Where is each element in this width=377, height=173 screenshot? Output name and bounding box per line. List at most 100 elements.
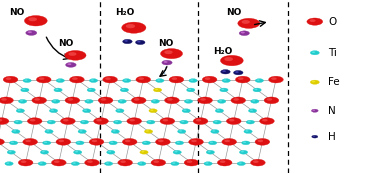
Circle shape	[126, 24, 135, 28]
Circle shape	[92, 140, 97, 142]
Circle shape	[238, 18, 260, 28]
Circle shape	[231, 97, 246, 104]
Circle shape	[104, 162, 113, 166]
Circle shape	[253, 88, 261, 92]
Circle shape	[98, 97, 113, 104]
Circle shape	[164, 97, 179, 104]
Circle shape	[55, 89, 58, 90]
Circle shape	[222, 138, 237, 145]
Text: NO: NO	[9, 8, 25, 17]
Circle shape	[215, 109, 224, 113]
Circle shape	[146, 130, 149, 132]
Circle shape	[15, 121, 18, 122]
Circle shape	[220, 160, 225, 163]
Circle shape	[93, 118, 109, 125]
Circle shape	[18, 159, 33, 166]
Circle shape	[65, 97, 80, 104]
Circle shape	[28, 17, 37, 21]
Circle shape	[122, 89, 125, 90]
Circle shape	[244, 130, 252, 133]
Circle shape	[0, 118, 9, 125]
Circle shape	[18, 110, 21, 111]
Circle shape	[312, 135, 318, 138]
Circle shape	[3, 76, 18, 83]
Circle shape	[20, 100, 23, 102]
Circle shape	[208, 151, 211, 152]
Circle shape	[118, 99, 126, 103]
Circle shape	[196, 119, 201, 121]
Circle shape	[51, 110, 54, 111]
Circle shape	[156, 79, 164, 83]
Circle shape	[6, 77, 11, 80]
Circle shape	[253, 160, 259, 163]
Circle shape	[186, 100, 189, 102]
Circle shape	[69, 76, 84, 83]
Circle shape	[205, 162, 208, 164]
Circle shape	[162, 60, 172, 65]
Circle shape	[137, 41, 141, 43]
Circle shape	[248, 109, 257, 113]
Circle shape	[149, 109, 157, 113]
Circle shape	[1, 98, 7, 101]
Circle shape	[139, 162, 142, 164]
Circle shape	[307, 18, 323, 25]
Circle shape	[72, 77, 78, 80]
Text: NO: NO	[158, 39, 174, 48]
Text: H: H	[328, 132, 336, 142]
Circle shape	[161, 49, 182, 59]
Circle shape	[40, 162, 43, 164]
Circle shape	[49, 109, 58, 113]
Text: NO: NO	[58, 39, 74, 48]
Circle shape	[164, 50, 173, 54]
Circle shape	[74, 150, 82, 154]
Circle shape	[106, 162, 109, 164]
Circle shape	[141, 151, 144, 152]
Circle shape	[84, 110, 87, 111]
Circle shape	[89, 89, 92, 90]
Circle shape	[153, 160, 159, 163]
Circle shape	[310, 51, 319, 55]
Circle shape	[237, 162, 245, 166]
Circle shape	[36, 76, 51, 83]
Circle shape	[108, 151, 111, 152]
Circle shape	[39, 77, 44, 80]
Circle shape	[219, 100, 222, 102]
Circle shape	[271, 77, 277, 80]
Circle shape	[248, 121, 251, 122]
Circle shape	[120, 160, 126, 163]
Circle shape	[153, 100, 156, 102]
Circle shape	[189, 79, 197, 83]
Circle shape	[206, 150, 215, 154]
Circle shape	[188, 89, 191, 90]
Circle shape	[85, 99, 93, 103]
Circle shape	[218, 99, 226, 103]
Circle shape	[86, 100, 89, 102]
Circle shape	[222, 79, 230, 83]
Circle shape	[0, 97, 14, 104]
Circle shape	[136, 76, 150, 83]
Circle shape	[312, 51, 315, 53]
Circle shape	[310, 19, 316, 22]
Circle shape	[58, 140, 64, 142]
Circle shape	[75, 151, 78, 152]
Circle shape	[177, 142, 180, 143]
Circle shape	[89, 138, 104, 145]
Circle shape	[189, 138, 204, 145]
Circle shape	[239, 150, 248, 154]
Circle shape	[217, 159, 232, 166]
Circle shape	[6, 162, 9, 164]
Circle shape	[23, 138, 37, 145]
Circle shape	[11, 142, 14, 143]
Circle shape	[222, 70, 226, 72]
Text: Ti: Ti	[328, 48, 337, 58]
Circle shape	[118, 159, 132, 166]
Text: H₂O: H₂O	[213, 47, 232, 56]
Circle shape	[246, 120, 254, 124]
Circle shape	[63, 119, 69, 121]
Circle shape	[182, 109, 190, 113]
Circle shape	[184, 110, 187, 111]
Circle shape	[109, 141, 117, 145]
Circle shape	[115, 121, 118, 122]
Circle shape	[173, 150, 181, 154]
Circle shape	[191, 140, 197, 142]
